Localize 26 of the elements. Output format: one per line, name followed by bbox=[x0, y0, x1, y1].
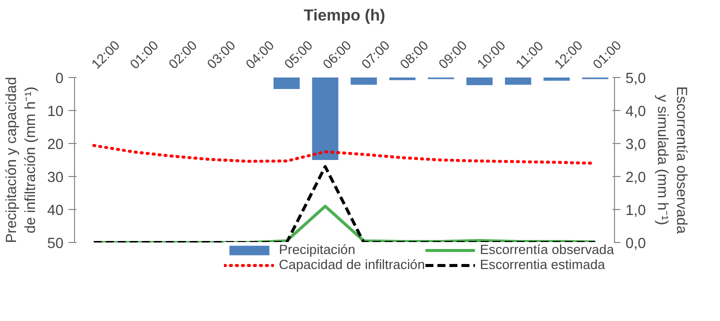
bar bbox=[312, 78, 338, 160]
y-tick-label: 50 bbox=[47, 236, 64, 252]
y2-tick-label: 5,0 bbox=[626, 71, 646, 87]
y-tick-label: 40 bbox=[47, 203, 64, 219]
x-axis-title: Tiempo (h) bbox=[304, 8, 386, 24]
bar bbox=[274, 78, 300, 90]
y-axis-title: Precipitación y capacidad de infiltración (mm h⁻¹) bbox=[4, 76, 40, 244]
y-tick-label: 0 bbox=[55, 71, 64, 87]
legend-label: Precipitación bbox=[278, 242, 356, 257]
bar bbox=[504, 78, 532, 85]
bar bbox=[389, 78, 416, 80]
bar bbox=[544, 78, 570, 81]
legend-label: Capacidad de infiltración bbox=[278, 257, 425, 272]
y2-tick-label: 2,0 bbox=[626, 170, 646, 186]
y-tick-label: 10 bbox=[47, 104, 64, 120]
legend-label: Escorrentía observada bbox=[480, 242, 614, 257]
y2-tick-label: 1,0 bbox=[626, 203, 646, 219]
y2-tick-label: 3,0 bbox=[626, 137, 646, 153]
bar bbox=[350, 78, 377, 85]
y-tick-label: 20 bbox=[47, 137, 64, 153]
y2-tick-label: 0,0 bbox=[626, 236, 646, 252]
legend-label: Escorrentia estimada bbox=[480, 257, 606, 272]
y-tick-label: 30 bbox=[47, 170, 64, 186]
y2-axis-title: Escorrentía observada y simulada (mm h⁻¹) bbox=[654, 86, 690, 235]
bar bbox=[466, 78, 493, 86]
y2-tick-label: 4,0 bbox=[626, 104, 646, 120]
